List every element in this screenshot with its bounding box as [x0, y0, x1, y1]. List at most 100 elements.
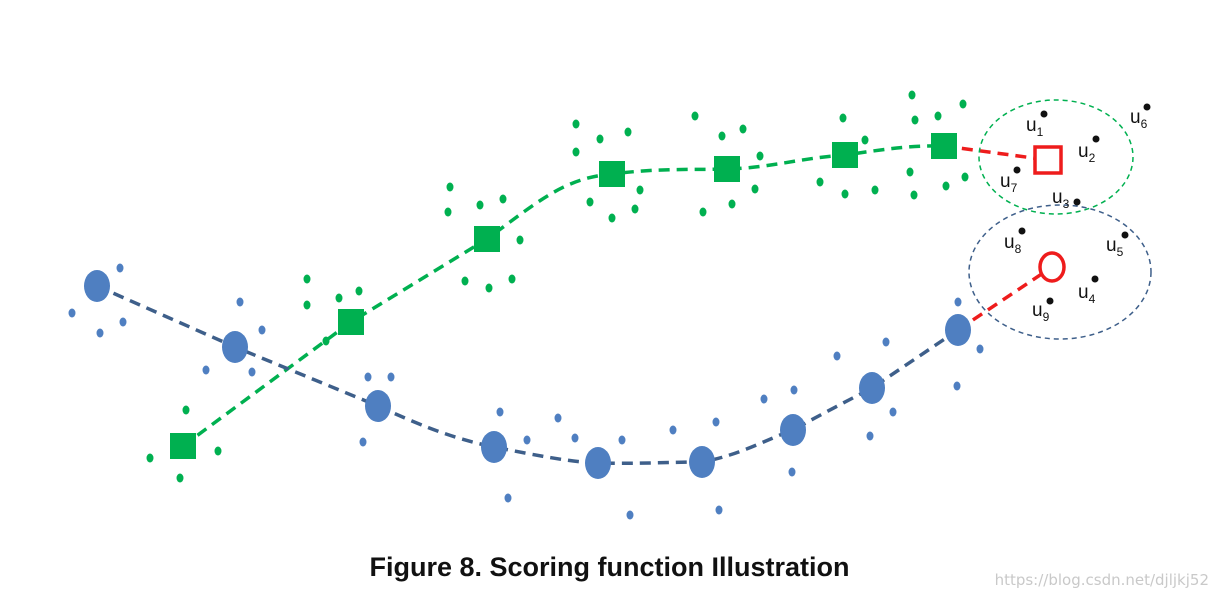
blue-neighbor-dot [571, 433, 579, 443]
blue-neighbor-dot [236, 297, 244, 307]
blue-neighbor-dot [788, 467, 796, 477]
user-point-label: u2 [1078, 141, 1096, 165]
blue-neighbor-dot [504, 493, 512, 503]
green-square-node [474, 226, 500, 252]
user-point-label: u9 [1032, 300, 1050, 324]
green-neighbor-dot [728, 199, 736, 209]
green-neighbor-dot [841, 189, 849, 199]
green-neighbor-dot [572, 119, 580, 129]
green-neighbor-dot [739, 124, 747, 134]
green-candidate-square [1033, 145, 1063, 175]
blue-neighbor-dot [626, 510, 634, 520]
blue-neighbor-dot [669, 425, 677, 435]
figure-caption: Figure 8. Scoring function Illustration [369, 552, 850, 582]
green-neighbor-dot [961, 172, 969, 182]
green-neighbor-dot [910, 190, 918, 200]
green-neighbor-dot [718, 131, 726, 141]
green-neighbor-dot [444, 207, 452, 217]
green-neighbor-dot [861, 135, 869, 145]
blue-circle-node [689, 446, 715, 478]
green-neighbor-dot [691, 111, 699, 121]
green-neighbor-dot [485, 283, 493, 293]
blue-neighbor-dot [96, 328, 104, 338]
blue-neighbor-dot [116, 263, 124, 273]
green-neighbor-dot [624, 127, 632, 137]
green-neighbor-dot [631, 204, 639, 214]
user-point-label: u5 [1106, 235, 1124, 259]
green-neighbor-dot [461, 276, 469, 286]
blue-neighbor-dot [953, 381, 961, 391]
blue-neighbor-dot [790, 385, 798, 395]
green-neighbor-dot [608, 213, 616, 223]
green-neighbor-dot [476, 200, 484, 210]
user-points: u1 u2 u3 u4 u5 u6 u7 u8 u9 [1000, 103, 1151, 324]
blue-circle-node [585, 447, 611, 479]
green-neighbor-dot [871, 185, 879, 195]
blue-neighbor-dot [954, 297, 962, 307]
trajectory-nodes [84, 133, 1066, 479]
green-neighbor-dot [182, 405, 190, 415]
user-point-dot [1073, 198, 1081, 206]
green-neighbor-dot [906, 167, 914, 177]
user-point-dot [1143, 103, 1151, 111]
blue-neighbor-dot [889, 407, 897, 417]
green-neighbor-dot [756, 151, 764, 161]
blue-neighbor-dot [866, 431, 874, 441]
green-candidate-link [943, 144, 1049, 162]
user-point-dot [1046, 297, 1054, 305]
green-square-node [832, 142, 858, 168]
green-neighbor-dot [322, 336, 330, 346]
blue-circle-node [859, 372, 885, 404]
user-point-dot [1040, 110, 1048, 118]
blue-neighbor-dot [554, 413, 562, 423]
user-point-label: u3 [1052, 187, 1070, 211]
green-trajectory-line [181, 144, 945, 448]
blue-candidate-circle [1038, 251, 1066, 283]
blue-neighbor-dot [833, 351, 841, 361]
user-point-dot [1092, 135, 1100, 143]
green-neighbor-dot [214, 446, 222, 456]
blue-neighbor-dot [496, 407, 504, 417]
blue-neighbor-dot [387, 372, 395, 382]
green-neighbor-dot [816, 177, 824, 187]
green-neighbor-dot [516, 235, 524, 245]
green-neighbor-dot [839, 113, 847, 123]
green-square-node [931, 133, 957, 159]
blue-circle-node [481, 431, 507, 463]
blue-candidate-link [957, 265, 1053, 332]
user-point-dot [1091, 275, 1099, 283]
blue-circle-node [84, 270, 110, 302]
blue-neighbor-dot [760, 394, 768, 404]
blue-neighbor-dot [202, 365, 210, 375]
green-neighbor-dot [908, 90, 916, 100]
candidate-links [943, 144, 1053, 332]
blue-neighbor-dot [68, 308, 76, 318]
green-trajectory-path [181, 144, 945, 448]
green-neighbor-dot [751, 184, 759, 194]
blue-user-region [968, 204, 1152, 340]
blue-neighbor-dot [976, 344, 984, 354]
neighbor-points [68, 90, 984, 520]
green-neighbor-dot [934, 111, 942, 121]
blue-circle-node [365, 390, 391, 422]
user-point-dot [1013, 166, 1021, 174]
green-neighbor-dot [335, 293, 343, 303]
green-neighbor-dot [942, 181, 950, 191]
user-point-label: u7 [1000, 171, 1018, 195]
watermark: https://blog.csdn.net/djljkj52 [994, 571, 1209, 589]
blue-neighbor-dot [712, 417, 720, 427]
green-neighbor-dot [911, 115, 919, 125]
blue-neighbor-dot [359, 437, 367, 447]
green-neighbor-dot [636, 185, 644, 195]
green-neighbor-dot [959, 99, 967, 109]
green-neighbor-dot [446, 182, 454, 192]
blue-neighbor-dot [523, 435, 531, 445]
green-square-node [338, 309, 364, 335]
green-neighbor-dot [146, 453, 154, 463]
user-point-dot [1121, 231, 1129, 239]
green-square-node [599, 161, 625, 187]
green-neighbor-dot [699, 207, 707, 217]
green-neighbor-dot [303, 300, 311, 310]
blue-circle-node [945, 314, 971, 346]
